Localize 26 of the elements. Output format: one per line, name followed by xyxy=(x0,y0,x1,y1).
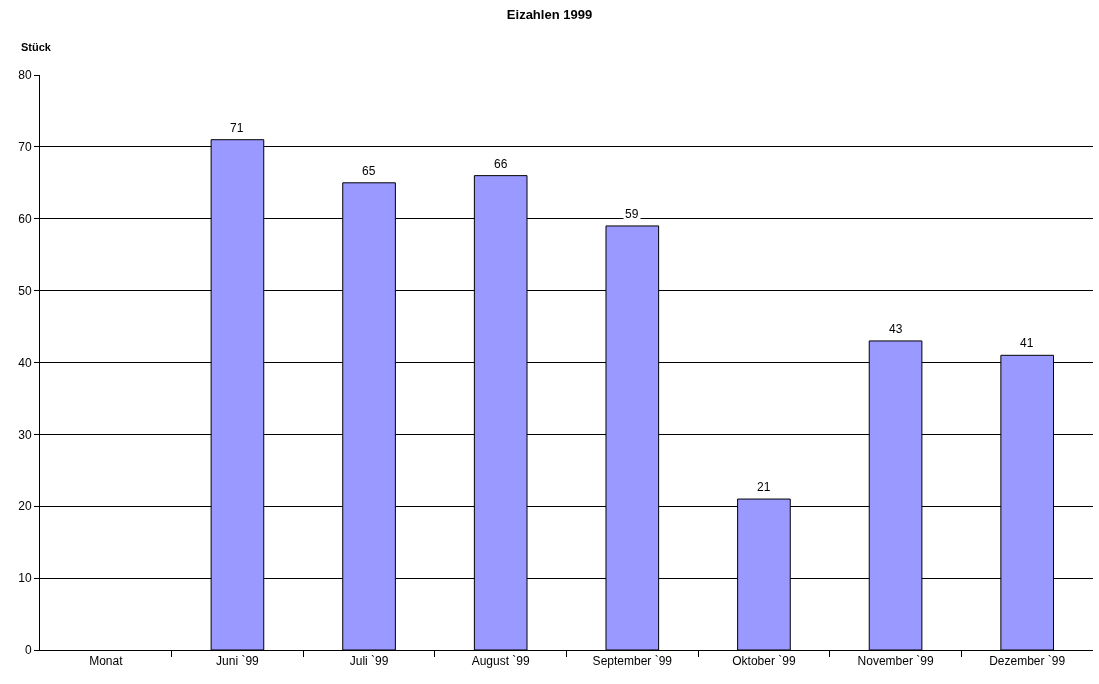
y-tick-label: 20 xyxy=(18,499,32,514)
x-tick-label: Juli `99 xyxy=(349,654,389,669)
data-label: 66 xyxy=(494,157,508,171)
y-tick-label: 80 xyxy=(18,68,32,83)
y-tick-label: 10 xyxy=(18,571,32,586)
data-label: 21 xyxy=(757,480,771,494)
y-tick-label: 30 xyxy=(18,427,32,442)
x-tick-label: Monat xyxy=(89,654,124,669)
x-tick-label: Dezember `99 xyxy=(989,654,1066,669)
data-label: 41 xyxy=(1020,336,1034,350)
y-tick-label: 50 xyxy=(18,283,32,298)
chart-title: Eizahlen 1999 xyxy=(506,7,593,23)
x-tick-label: November `99 xyxy=(857,654,934,669)
y-tick-label: 0 xyxy=(24,643,32,658)
x-tick-label: September `99 xyxy=(592,654,673,669)
data-label: 65 xyxy=(362,164,376,178)
x-tick-label: Oktober `99 xyxy=(732,654,796,669)
data-label: 43 xyxy=(889,322,903,336)
x-tick-label: Juni `99 xyxy=(216,654,260,669)
data-label: 59 xyxy=(625,207,639,221)
y-axis-title: Stück xyxy=(21,41,52,53)
y-tick-label: 60 xyxy=(18,211,32,226)
data-label: 71 xyxy=(230,121,244,135)
y-tick-label: 70 xyxy=(18,140,32,155)
x-tick-label: August `99 xyxy=(471,654,531,669)
y-tick-label: 40 xyxy=(18,355,32,370)
